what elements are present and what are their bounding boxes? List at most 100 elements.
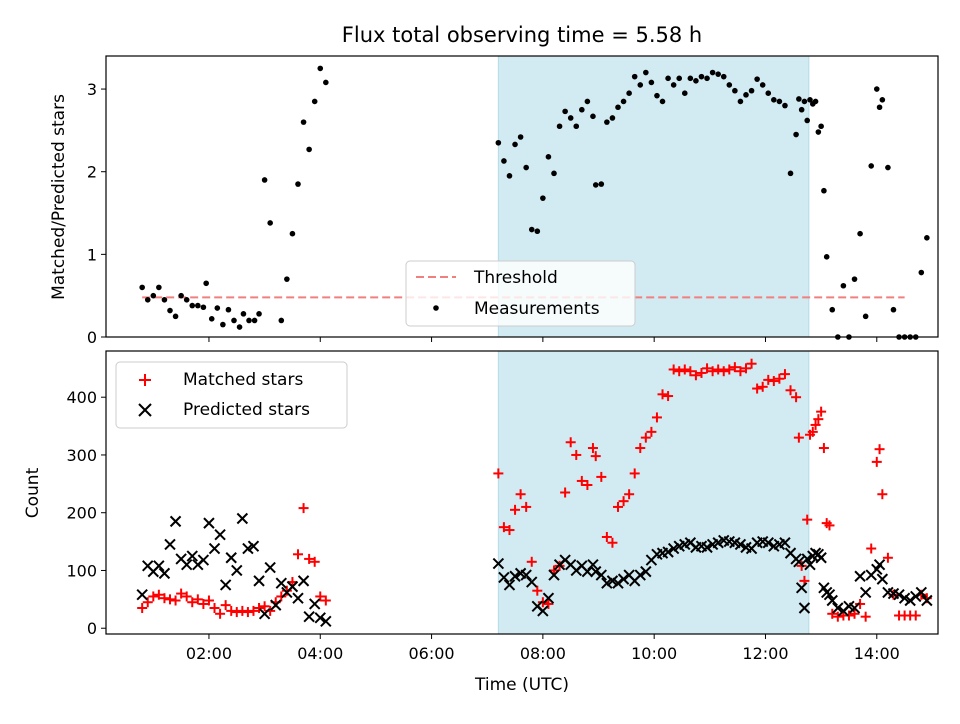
predicted-stars-point [801, 553, 813, 565]
predicted-stars-point [258, 608, 271, 620]
threshold-legend-label: Threshold [473, 268, 558, 288]
matched-stars-point [832, 611, 843, 622]
predicted-stars-point [587, 558, 599, 571]
measurements-point [240, 311, 247, 317]
y-tick-label: 300 [66, 446, 97, 465]
chart-title: Flux total observing time = 5.58 h [342, 23, 702, 47]
measurements-point [823, 254, 830, 260]
matched-stars-point [215, 608, 226, 619]
matched-stars-point [668, 364, 679, 375]
measurements-point [885, 164, 891, 171]
measurements-point [556, 123, 563, 130]
matched-stars-point [304, 553, 315, 564]
ratio-legend: Threshold Measurements [405, 260, 636, 327]
measurements-point [787, 170, 794, 177]
predicted-stars-point [509, 570, 521, 582]
measurements-point [743, 92, 749, 98]
measurements-point [754, 76, 760, 82]
measurements-point [737, 98, 744, 105]
x-tick-label: 10:00 [631, 644, 677, 663]
measurements-point [225, 306, 232, 313]
matched-stars-point [793, 432, 804, 443]
matched-stars-point [596, 471, 607, 482]
predicted-stars-point [542, 592, 555, 604]
y-tick-label: 0 [87, 619, 97, 638]
measurements-point [771, 97, 777, 103]
measurements-point [598, 181, 605, 187]
matched-stars-point [560, 487, 571, 498]
matched-stars-point [187, 597, 198, 608]
predicted-stars-point [303, 610, 315, 623]
matched-stars-point [504, 525, 515, 536]
predicted-stars-point [503, 579, 516, 591]
matched-stars-point [813, 414, 824, 425]
predicted-stars-point [158, 567, 171, 580]
x-tick-label: 04:00 [297, 644, 343, 663]
measurements-point [873, 86, 880, 92]
matched-stars-point [607, 537, 618, 548]
measurements-point [648, 79, 655, 86]
matched-stars-point [768, 376, 779, 387]
matched-stars-point [702, 363, 713, 374]
predicted-stars-point [804, 558, 816, 571]
y-tick-label: 0 [87, 328, 97, 347]
count-panel: 0 100 200 300 400 02:00 04:00 06:00 08:00 10:00 1… [23, 350, 939, 695]
measurements-point [798, 106, 805, 113]
measurements-point [818, 123, 824, 130]
measurements-legend-label: Measurements [474, 299, 600, 319]
predicted-stars-point [253, 575, 265, 587]
predicted-stars-point [498, 571, 510, 584]
predicted-stars-point [292, 592, 304, 604]
matched-stars-point [651, 412, 662, 423]
measurements-point [715, 71, 721, 77]
predicted-stars-point [203, 517, 215, 529]
measurements-point [879, 97, 886, 103]
matched-stars-point [571, 449, 582, 460]
ratio-legend-box [405, 260, 636, 327]
y-tick-label: 1 [87, 245, 97, 264]
predicted-stars-point [270, 599, 282, 611]
matched-stars-point [159, 593, 170, 604]
measurements-point [208, 316, 215, 322]
measurements-point [643, 69, 649, 76]
predicted-stars-point [590, 565, 602, 578]
predicted-stars-point [793, 556, 805, 568]
y-tick-label: 3 [87, 80, 97, 99]
measurements-point [562, 108, 568, 115]
measurements-point [654, 92, 660, 99]
x-tick-label: 02:00 [186, 644, 232, 663]
predicted-stars-point [795, 582, 808, 594]
measurements-point [665, 75, 671, 82]
predicted-stars-point [208, 542, 221, 555]
measurements-point [693, 77, 699, 84]
y-tick-label: 100 [66, 561, 97, 580]
measurements-point [183, 297, 190, 303]
measurements-point [540, 195, 546, 201]
predicted-stars-point [612, 577, 624, 589]
measurements-point [793, 131, 799, 138]
predicted-stars-point [915, 586, 928, 599]
matched-stars-point [735, 366, 746, 377]
measurements-point [592, 182, 599, 188]
matched-stars-point [791, 392, 802, 403]
matched-stars-point [493, 468, 504, 479]
matched-stars-point [618, 496, 629, 507]
matched-stars-point [582, 479, 593, 490]
measurements-point [512, 141, 518, 148]
measurements-point [748, 87, 755, 94]
matched-stars-point [259, 601, 270, 612]
matched-stars-point [663, 391, 674, 402]
matched-stars-point [882, 552, 893, 563]
measurements-point [178, 292, 184, 299]
measurements-point [807, 97, 813, 103]
measurements-point [857, 230, 863, 237]
matched-stars-point [226, 605, 237, 616]
matched-stars-point [818, 443, 829, 454]
predicted-stars-point [537, 605, 549, 617]
matched-stars-point [874, 444, 885, 455]
y-tick-label: 400 [66, 388, 97, 407]
measurements-point [317, 65, 324, 72]
matched-stars-point [153, 589, 164, 600]
matched-stars-point [203, 595, 214, 606]
measurements-point [868, 163, 875, 169]
